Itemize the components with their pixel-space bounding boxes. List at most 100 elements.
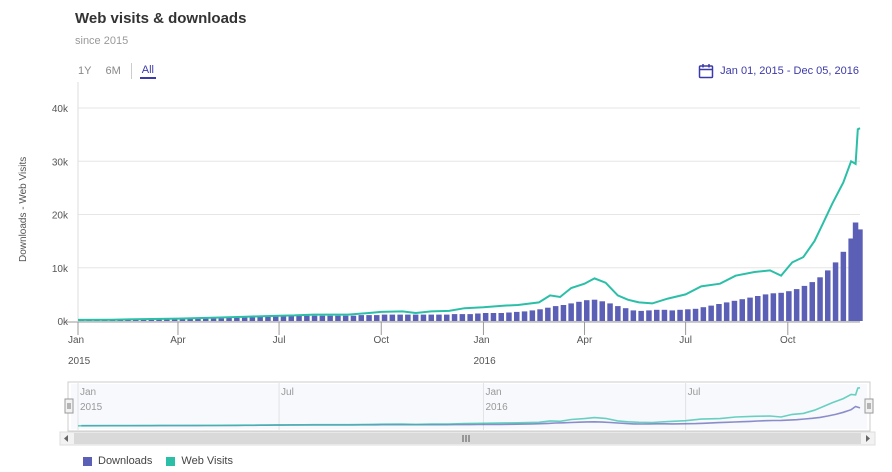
downloads-bar xyxy=(692,308,699,321)
downloads-bar xyxy=(817,277,823,321)
scroll-right-arrow-icon xyxy=(866,435,870,442)
downloads-bar xyxy=(117,319,123,321)
downloads-bar xyxy=(529,310,536,321)
downloads-bar xyxy=(374,315,380,321)
handle-body xyxy=(864,398,874,414)
downloads-bar xyxy=(179,318,186,321)
x-year-label: 2016 xyxy=(473,356,496,367)
downloads-bar xyxy=(857,229,863,321)
navigator-selection xyxy=(71,384,867,429)
downloads-bar xyxy=(630,310,637,321)
downloads-bar xyxy=(304,315,310,321)
chart-title: Web visits & downloads xyxy=(75,10,247,27)
downloads-bar xyxy=(101,319,108,321)
downloads-bar xyxy=(521,311,528,321)
downloads-bar xyxy=(568,303,574,321)
downloads-bar xyxy=(661,309,668,321)
downloads-bar xyxy=(389,314,396,321)
downloads-bar xyxy=(755,296,761,321)
downloads-bar xyxy=(311,315,318,321)
handle-body xyxy=(64,398,74,414)
scrollbar-thumb xyxy=(74,433,861,444)
downloads-bar xyxy=(770,293,777,321)
downloads-bar xyxy=(607,303,613,321)
downloads-bar xyxy=(195,318,201,321)
downloads-bar xyxy=(187,318,193,321)
downloads-bar xyxy=(436,314,442,321)
downloads-bar xyxy=(809,282,815,321)
downloads-bar xyxy=(78,319,85,321)
downloads-bar xyxy=(700,307,707,321)
downloads-bar xyxy=(840,251,847,321)
downloads-bar xyxy=(420,314,427,321)
downloads-bar xyxy=(273,316,279,321)
downloads-bar xyxy=(140,319,147,321)
downloads-bar xyxy=(708,305,714,321)
downloads-bar xyxy=(654,309,660,321)
downloads-bar xyxy=(576,301,582,321)
downloads-bar xyxy=(203,318,209,321)
range-button-6m[interactable]: 6M xyxy=(105,65,121,77)
x-tick-label: Jul xyxy=(679,335,692,346)
downloads-bar xyxy=(832,262,839,321)
legend-label-web-visits: Web Visits xyxy=(181,455,233,467)
downloads-bar xyxy=(397,314,403,321)
downloads-bar xyxy=(591,299,598,321)
downloads-bar xyxy=(685,309,691,321)
downloads-bar xyxy=(475,313,481,321)
web-visits-swatch xyxy=(166,456,176,466)
grid-lines xyxy=(77,82,860,322)
x-year-label: 2015 xyxy=(68,356,91,367)
downloads-bar xyxy=(109,319,116,321)
downloads-bar xyxy=(241,317,248,321)
downloads-bar xyxy=(358,315,364,321)
downloads-bar xyxy=(739,299,745,321)
downloads-bar xyxy=(723,302,730,321)
navigator-downloads-line xyxy=(81,405,861,427)
downloads-bar xyxy=(249,317,256,321)
downloads-bars xyxy=(78,222,863,321)
downloads-bar xyxy=(444,314,450,321)
downloads-bar xyxy=(584,300,590,321)
navigator-scrollbar[interactable] xyxy=(59,431,876,446)
navigator-left-handle[interactable] xyxy=(64,398,74,414)
downloads-bar xyxy=(552,306,559,321)
downloads-bar xyxy=(459,314,466,321)
navigator-label: Jul xyxy=(281,387,294,398)
x-tick-label: Jan xyxy=(473,335,489,346)
x-tick-label: Oct xyxy=(780,335,796,346)
navigator-right-handle[interactable] xyxy=(864,398,874,414)
x-tick-label: Apr xyxy=(577,335,593,346)
y-tick-label: 20k xyxy=(52,211,69,222)
downloads-bar xyxy=(852,222,859,321)
range-button-all[interactable]: All xyxy=(139,64,156,79)
date-range-label: Jan 01, 2015 - Dec 05, 2016 xyxy=(720,65,859,77)
downloads-bar xyxy=(319,315,326,321)
downloads-bar xyxy=(164,318,170,321)
downloads-bar xyxy=(257,316,263,321)
navigator-label: Jan xyxy=(485,387,501,398)
chart-subtitle: since 2015 xyxy=(75,35,129,47)
scroll-left-arrow-icon xyxy=(64,435,68,442)
downloads-bar xyxy=(156,318,162,321)
downloads-bar xyxy=(537,309,543,321)
downloads-bar xyxy=(482,313,489,321)
downloads-bar xyxy=(747,297,753,321)
x-tick-label: Jan xyxy=(68,335,84,346)
downloads-bar xyxy=(514,311,520,321)
downloads-bar xyxy=(296,315,302,321)
date-range-picker[interactable]: Jan 01, 2015 - Dec 05, 2016 xyxy=(698,63,859,79)
y-tick-label: 40k xyxy=(52,104,69,115)
downloads-bar xyxy=(622,308,629,321)
downloads-bar xyxy=(848,238,854,321)
range-button-1y[interactable]: 1Y xyxy=(78,65,92,77)
downloads-bar xyxy=(793,289,800,321)
legend-item-downloads[interactable]: Downloads xyxy=(83,455,152,467)
y-axis-title: Downloads - Web Visits xyxy=(18,156,29,262)
downloads-bar xyxy=(801,285,808,321)
legend-item-web-visits[interactable]: Web Visits xyxy=(166,455,233,467)
downloads-bar xyxy=(451,314,458,321)
downloads-bar xyxy=(133,319,139,321)
navigator-panel: Jan 2015 Jul Jan 2016 Jul xyxy=(64,381,874,432)
downloads-bar xyxy=(490,313,497,321)
